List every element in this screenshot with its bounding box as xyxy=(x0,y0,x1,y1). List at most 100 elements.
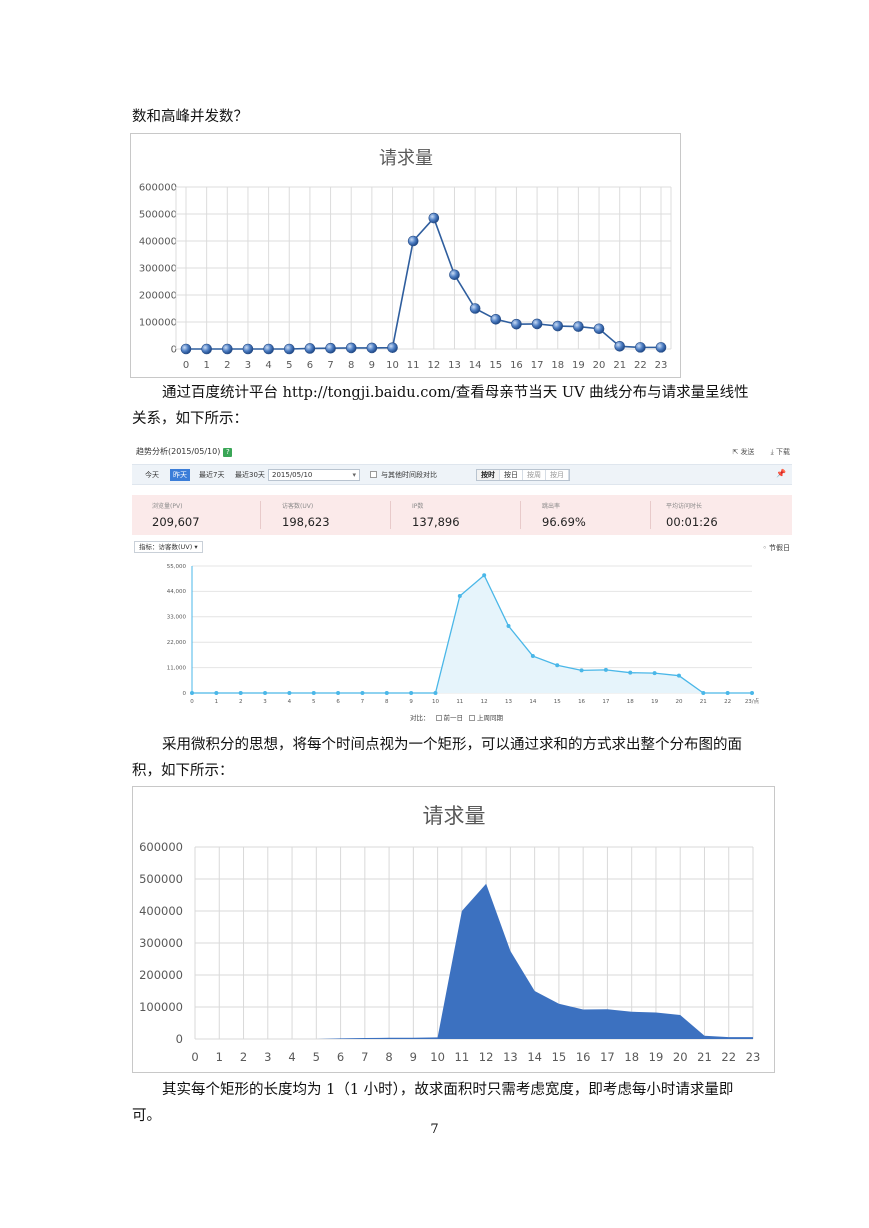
x-tick-label: 23/点 xyxy=(745,698,760,705)
stat-value: 198,623 xyxy=(282,515,330,529)
x-tick-label: 0 xyxy=(183,360,189,371)
granularity-toggle: 按时 按日 按周 按月 xyxy=(476,469,570,481)
x-tick-label: 14 xyxy=(529,699,536,705)
last-7-days-button[interactable]: 最近7天 xyxy=(199,471,225,479)
series-line xyxy=(192,574,752,694)
y-tick-label: 200000 xyxy=(139,968,183,982)
x-tick-label: 19 xyxy=(572,360,585,371)
x-tick-label: 12 xyxy=(481,699,488,705)
compare-prev-day-checkbox[interactable] xyxy=(435,715,442,721)
y-tick-label: 100000 xyxy=(139,1000,183,1014)
x-tick-label: 1 xyxy=(215,699,219,705)
request-area-chart: 请求量 0 100000 200000 300000 400000 500000 600000… xyxy=(132,786,775,1073)
compare-prev-day-label: 前一日 xyxy=(443,714,464,722)
x-tick-label: 1 xyxy=(203,360,209,371)
x-tick-label: 18 xyxy=(627,699,634,705)
data-point xyxy=(238,691,243,695)
data-point xyxy=(511,318,522,330)
data-point xyxy=(701,691,706,695)
x-tick-label: 15 xyxy=(552,1050,567,1064)
baidu-title-text: 趋势分析(2015/05/10) xyxy=(136,447,221,456)
x-tick-label: 18 xyxy=(551,360,564,371)
checkbox-icon xyxy=(370,471,377,478)
stat-value: 209,607 xyxy=(152,515,200,529)
x-tick-label: 4 xyxy=(265,360,271,371)
data-point xyxy=(506,624,511,629)
holiday-label: 节假日 xyxy=(769,544,790,552)
x-tick-label: 9 xyxy=(409,699,413,705)
pin-icon[interactable]: 📌 xyxy=(776,469,786,478)
stat-value: 96.69% xyxy=(542,515,586,529)
by-day-button[interactable]: 按日 xyxy=(500,470,523,480)
data-point xyxy=(490,314,502,325)
data-point xyxy=(635,342,646,353)
data-point xyxy=(387,342,398,353)
y-tick-label: 600000 xyxy=(139,840,183,854)
help-icon[interactable]: ? xyxy=(223,448,233,457)
x-tick-label: 9 xyxy=(369,360,375,371)
by-hour-button[interactable]: 按时 xyxy=(477,470,500,480)
data-point xyxy=(345,342,357,354)
holiday-toggle[interactable]: ◦ 节假日 xyxy=(762,544,790,552)
by-month-button[interactable]: 按月 xyxy=(546,470,569,480)
stats-summary: 浏览量(PV) 209,607 访客数(UV) 198,623 IP数 137,896… xyxy=(132,495,792,535)
y-tick-label: 500000 xyxy=(139,209,177,220)
data-point xyxy=(449,269,460,281)
x-tick-label: 12 xyxy=(479,1050,494,1064)
x-tick-label: 15 xyxy=(489,360,502,371)
y-tick-label: 22,000 xyxy=(167,640,187,646)
data-point xyxy=(311,691,316,695)
x-tick-label: 6 xyxy=(336,699,340,705)
data-point xyxy=(428,212,440,224)
paragraph-baidu: 通过百度统计平台 http://tongji.baidu.com/查看母亲节当天… xyxy=(132,385,749,427)
metric-select[interactable]: 指标：访客数(UV) ▾ xyxy=(134,541,203,553)
last-30-days-button[interactable]: 最近30天 xyxy=(235,471,265,479)
data-point xyxy=(360,691,365,695)
data-point xyxy=(222,343,233,355)
x-tick-label: 10 xyxy=(386,360,399,371)
stat-divider xyxy=(520,501,521,529)
x-tick-label: 22 xyxy=(724,699,731,705)
stat-label: 浏览量(PV) xyxy=(152,503,183,510)
x-tick-label: 2 xyxy=(240,1050,247,1064)
x-tick-label: 11 xyxy=(455,1050,470,1064)
data-point xyxy=(750,691,754,695)
baidu-tongji-panel: 趋势分析(2015/05/10)? ⇱ 发送 ⤓ 下载 今天 昨天 最近7天 最… xyxy=(132,442,792,724)
compare-period-checkbox[interactable]: 与其他时间段对比 xyxy=(370,469,437,481)
baidu-actions: ⇱ 发送 ⤓ 下载 xyxy=(718,447,790,457)
stat-uv: 访客数(UV) 198,623 xyxy=(282,501,330,529)
y-tick-label: 11,000 xyxy=(167,665,187,671)
compare-last-week-checkbox[interactable] xyxy=(469,715,475,721)
data-point xyxy=(325,342,336,354)
y-tick-label: 33,000 xyxy=(167,615,187,621)
page-number: 7 xyxy=(430,1122,439,1137)
x-tick-label: 5 xyxy=(313,1050,320,1064)
x-tick-label: 17 xyxy=(600,1050,615,1064)
x-tick-label: 20 xyxy=(673,1050,688,1064)
x-tick-label: 3 xyxy=(264,1050,271,1064)
date-picker[interactable]: 2015/05/10 xyxy=(268,469,360,481)
compare-options: 对比： 前一日 上周同期 xyxy=(410,712,503,722)
data-point xyxy=(530,654,535,659)
today-button[interactable]: 今天 xyxy=(145,471,159,479)
download-button[interactable]: ⤓ 下载 xyxy=(770,448,790,456)
x-tick-label: 16 xyxy=(576,1050,591,1064)
y-tick-label: 55,000 xyxy=(167,564,187,570)
by-week-button[interactable]: 按周 xyxy=(523,470,546,480)
data-point xyxy=(652,671,657,676)
stat-value: 00:01:26 xyxy=(666,515,718,529)
x-tick-label: 3 xyxy=(263,699,267,705)
data-point xyxy=(603,667,608,672)
y-tick-label: 400000 xyxy=(139,236,177,247)
send-button[interactable]: ⇱ 发送 xyxy=(732,448,755,456)
x-tick-label: 19 xyxy=(651,699,658,705)
stat-label: 平均访问时长 xyxy=(666,503,703,510)
baidu-toolbar: 今天 昨天 最近7天 最近30天 2015/05/10 与其他时间段对比 按时 … xyxy=(132,464,792,485)
yesterday-button[interactable]: 昨天 xyxy=(170,469,190,481)
x-tick-label: 2 xyxy=(239,699,243,705)
data-point xyxy=(552,320,564,332)
stat-pv: 浏览量(PV) 209,607 xyxy=(152,501,200,529)
x-tick-label: 0 xyxy=(190,699,194,705)
x-tick-label: 10 xyxy=(432,699,439,705)
x-tick-label: 5 xyxy=(286,360,292,371)
